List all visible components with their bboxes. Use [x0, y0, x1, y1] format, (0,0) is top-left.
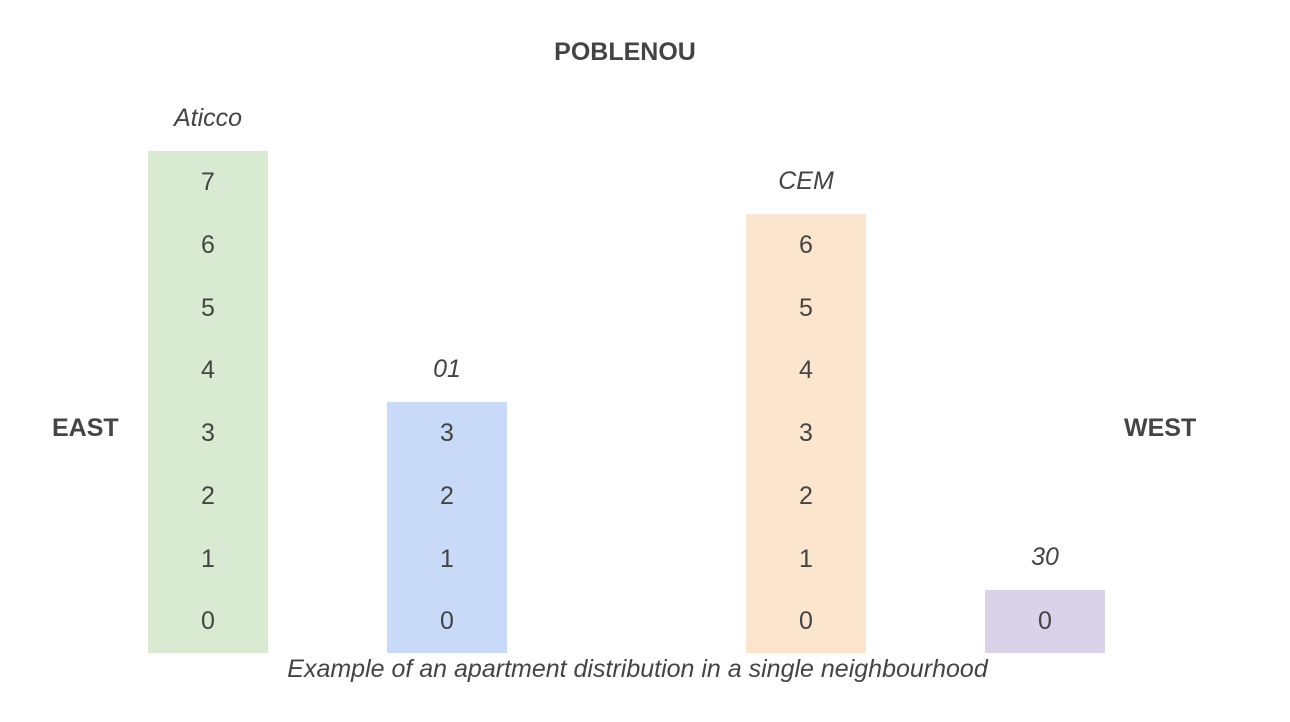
floor-number: 1	[440, 544, 454, 573]
building-30: 30 0	[985, 543, 1105, 653]
floor-number: 5	[201, 293, 215, 322]
floor-number: 6	[799, 230, 813, 259]
east-label: EAST	[52, 414, 119, 442]
diagram-caption: Example of an apartment distribution in …	[287, 655, 988, 683]
floor-stack: 0	[985, 590, 1105, 653]
floor-number: 1	[799, 544, 813, 573]
floor-number: 6	[201, 230, 215, 259]
floor-number: 2	[799, 481, 813, 510]
floor-number: 5	[799, 293, 813, 322]
floor-number: 0	[201, 607, 215, 636]
building-name: CEM	[778, 166, 834, 195]
building-01: 01 3 2 1 0	[387, 355, 507, 653]
floor-stack: 3 2 1 0	[387, 402, 507, 653]
floor-number: 4	[799, 356, 813, 385]
floor-number: 0	[799, 607, 813, 636]
building-aticco: Aticco 7 6 5 4 3 2 1 0	[148, 104, 268, 653]
neighbourhood-title: POBLENOU	[554, 38, 696, 66]
floor-number: 3	[201, 419, 215, 447]
floor-number: 1	[201, 544, 215, 573]
floor-number: 4	[201, 356, 215, 385]
floor-number: 0	[1038, 607, 1052, 636]
floor-number: 2	[201, 481, 215, 510]
floor-number: 0	[440, 607, 454, 636]
floor-number: 3	[799, 419, 813, 447]
floor-number: 3	[440, 419, 454, 447]
floor-number: 7	[201, 168, 215, 196]
floor-number: 2	[440, 481, 454, 510]
building-name: Aticco	[173, 104, 243, 132]
building-cem: CEM 6 5 4 3 2 1 0	[746, 167, 866, 653]
west-label: WEST	[1124, 414, 1197, 442]
building-name: 01	[433, 355, 461, 383]
floor-stack: 7 6 5 4 3 2 1 0	[148, 151, 268, 653]
floor-stack: 6 5 4 3 2 1 0	[746, 213, 866, 653]
building-name: 30	[1031, 543, 1059, 572]
